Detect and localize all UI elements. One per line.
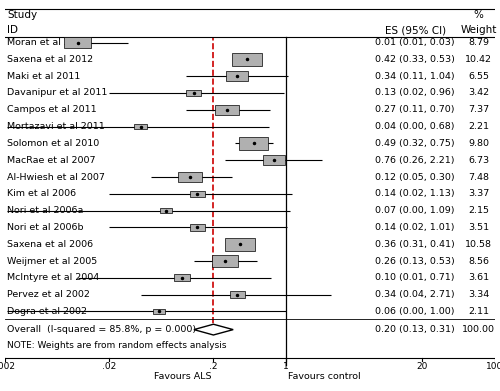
Bar — [174, 274, 190, 281]
Text: 0.13 (0.02, 0.96): 0.13 (0.02, 0.96) — [376, 88, 455, 97]
Text: Study: Study — [8, 10, 38, 20]
Bar — [230, 291, 245, 298]
Text: Maki et al 2011: Maki et al 2011 — [8, 72, 81, 81]
Text: 0.06 (0.00, 1.00): 0.06 (0.00, 1.00) — [376, 307, 455, 316]
Text: 10.58: 10.58 — [465, 240, 492, 249]
Text: 0.12 (0.05, 0.30): 0.12 (0.05, 0.30) — [376, 172, 455, 181]
Text: 100: 100 — [486, 362, 500, 371]
Text: 20: 20 — [416, 362, 428, 371]
Text: 0.34 (0.11, 1.04): 0.34 (0.11, 1.04) — [376, 72, 455, 81]
Text: 9.80: 9.80 — [468, 139, 489, 148]
Text: Favours ALS: Favours ALS — [154, 371, 211, 380]
Text: Weight: Weight — [460, 25, 496, 35]
Text: Nori et al 2006b: Nori et al 2006b — [8, 223, 84, 232]
Text: %: % — [474, 10, 484, 20]
Text: .02: .02 — [102, 362, 117, 371]
Text: 10.42: 10.42 — [465, 55, 492, 64]
Text: Al-Hwiesh et al 2007: Al-Hwiesh et al 2007 — [8, 172, 105, 181]
Text: 7.48: 7.48 — [468, 172, 489, 181]
Text: Campos et al 2011: Campos et al 2011 — [8, 105, 97, 114]
Bar — [224, 237, 256, 251]
Text: 2.11: 2.11 — [468, 307, 489, 316]
Text: MacRae et al 2007: MacRae et al 2007 — [8, 156, 96, 165]
Text: 0.49 (0.32, 0.75): 0.49 (0.32, 0.75) — [376, 139, 455, 148]
Text: .2: .2 — [209, 362, 218, 371]
Text: Nori et al 2006a: Nori et al 2006a — [8, 206, 84, 215]
Bar — [232, 53, 262, 66]
Bar — [153, 309, 165, 314]
Text: 0.42 (0.33, 0.53): 0.42 (0.33, 0.53) — [375, 55, 455, 64]
Text: 0.76 (0.26, 2.21): 0.76 (0.26, 2.21) — [376, 156, 455, 165]
Text: 2.15: 2.15 — [468, 206, 489, 215]
Text: 1: 1 — [284, 362, 289, 371]
Text: 0.01 (0.01, 0.03): 0.01 (0.01, 0.03) — [376, 38, 455, 47]
Text: 3.61: 3.61 — [468, 273, 489, 282]
Text: Saxena et al 2012: Saxena et al 2012 — [8, 55, 94, 64]
Bar — [262, 155, 285, 165]
Text: 0.36 (0.31, 0.41): 0.36 (0.31, 0.41) — [376, 240, 455, 249]
Bar — [226, 72, 248, 81]
Text: Davanipur et al 2011: Davanipur et al 2011 — [8, 88, 108, 97]
Text: 2.21: 2.21 — [468, 122, 489, 131]
Text: Solomon et al 2010: Solomon et al 2010 — [8, 139, 100, 148]
Text: 0.14 (0.02, 1.13): 0.14 (0.02, 1.13) — [376, 189, 455, 198]
Text: 6.55: 6.55 — [468, 72, 489, 81]
Text: ES (95% CI): ES (95% CI) — [384, 25, 446, 35]
Bar — [160, 208, 172, 213]
Text: Moran et al 2012: Moran et al 2012 — [8, 38, 88, 47]
Text: Pervez et al 2002: Pervez et al 2002 — [8, 290, 90, 299]
Text: 6.73: 6.73 — [468, 156, 489, 165]
Bar — [190, 190, 205, 197]
Text: Overall  (I-squared = 85.8%, p = 0.000): Overall (I-squared = 85.8%, p = 0.000) — [8, 325, 196, 334]
Bar — [178, 172, 203, 182]
Text: McIntyre et al 2004: McIntyre et al 2004 — [8, 273, 100, 282]
Text: 0.14 (0.02, 1.01): 0.14 (0.02, 1.01) — [376, 223, 455, 232]
Bar — [186, 90, 202, 96]
Text: 8.56: 8.56 — [468, 256, 489, 265]
Text: Mortazavi et al 2011: Mortazavi et al 2011 — [8, 122, 105, 131]
Text: ID: ID — [8, 25, 18, 35]
Polygon shape — [194, 324, 233, 335]
Text: 100.00: 100.00 — [462, 325, 495, 334]
Text: 0.27 (0.11, 0.70): 0.27 (0.11, 0.70) — [376, 105, 455, 114]
Text: .002: .002 — [0, 362, 15, 371]
Text: 0.20 (0.13, 0.31): 0.20 (0.13, 0.31) — [376, 325, 455, 334]
Text: Weijmer et al 2005: Weijmer et al 2005 — [8, 256, 98, 265]
Bar — [212, 255, 238, 267]
Text: 0.07 (0.00, 1.09): 0.07 (0.00, 1.09) — [376, 206, 455, 215]
Text: 0.04 (0.00, 0.68): 0.04 (0.00, 0.68) — [376, 122, 455, 131]
Bar — [64, 37, 92, 48]
Text: 8.79: 8.79 — [468, 38, 489, 47]
Bar — [215, 105, 239, 115]
Bar — [134, 124, 147, 129]
Text: Saxena et al 2006: Saxena et al 2006 — [8, 240, 94, 249]
Text: Kim et al 2006: Kim et al 2006 — [8, 189, 76, 198]
Text: Dogra et al 2002: Dogra et al 2002 — [8, 307, 87, 316]
Bar — [190, 224, 205, 231]
Text: Favours control: Favours control — [288, 371, 361, 380]
Text: NOTE: Weights are from random effects analysis: NOTE: Weights are from random effects an… — [8, 341, 227, 350]
Text: 0.10 (0.01, 0.71): 0.10 (0.01, 0.71) — [376, 273, 455, 282]
Text: 3.37: 3.37 — [468, 189, 489, 198]
Bar — [240, 137, 268, 150]
Text: 3.34: 3.34 — [468, 290, 489, 299]
Text: 0.34 (0.04, 2.71): 0.34 (0.04, 2.71) — [376, 290, 455, 299]
Text: 0.26 (0.13, 0.53): 0.26 (0.13, 0.53) — [376, 256, 455, 265]
Text: 3.42: 3.42 — [468, 88, 489, 97]
Text: 3.51: 3.51 — [468, 223, 489, 232]
Text: 7.37: 7.37 — [468, 105, 489, 114]
